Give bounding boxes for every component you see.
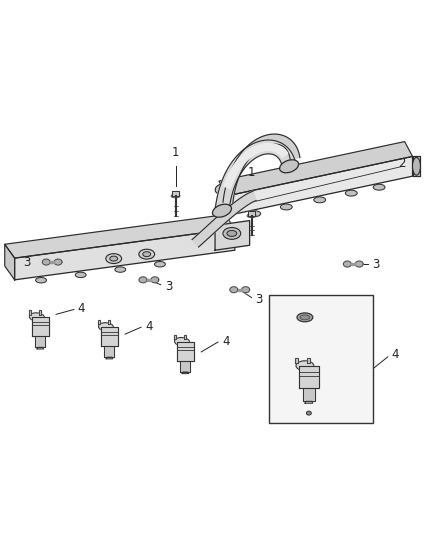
Polygon shape	[413, 156, 420, 176]
Polygon shape	[223, 134, 300, 204]
Polygon shape	[5, 215, 235, 258]
Polygon shape	[227, 156, 413, 216]
Polygon shape	[180, 361, 191, 372]
Ellipse shape	[174, 337, 190, 346]
Polygon shape	[248, 211, 255, 216]
Polygon shape	[238, 289, 242, 290]
Polygon shape	[35, 336, 45, 348]
Polygon shape	[182, 372, 189, 374]
Polygon shape	[108, 320, 110, 325]
Ellipse shape	[345, 190, 357, 196]
Polygon shape	[305, 401, 313, 403]
Polygon shape	[172, 191, 179, 196]
Ellipse shape	[296, 361, 314, 370]
Polygon shape	[32, 317, 49, 336]
Ellipse shape	[215, 184, 229, 194]
Polygon shape	[224, 143, 288, 189]
Ellipse shape	[35, 278, 46, 283]
Ellipse shape	[300, 315, 310, 320]
Text: 3: 3	[165, 280, 172, 293]
Ellipse shape	[249, 211, 261, 216]
Ellipse shape	[99, 322, 113, 331]
Polygon shape	[42, 259, 50, 265]
Bar	[269, 295, 373, 423]
Ellipse shape	[29, 313, 45, 321]
Polygon shape	[351, 263, 355, 265]
Polygon shape	[343, 261, 351, 267]
Ellipse shape	[212, 204, 231, 217]
Ellipse shape	[223, 228, 241, 239]
Ellipse shape	[155, 262, 166, 267]
Polygon shape	[177, 342, 194, 361]
Polygon shape	[28, 310, 31, 314]
Polygon shape	[355, 261, 363, 267]
Polygon shape	[147, 279, 151, 281]
Polygon shape	[151, 277, 159, 283]
Polygon shape	[104, 346, 114, 357]
Text: 4: 4	[78, 302, 85, 315]
Polygon shape	[307, 358, 310, 363]
Ellipse shape	[373, 184, 385, 190]
Ellipse shape	[247, 214, 256, 217]
Polygon shape	[192, 191, 256, 247]
Polygon shape	[215, 221, 250, 250]
Ellipse shape	[279, 160, 299, 173]
Ellipse shape	[413, 157, 420, 175]
Polygon shape	[303, 389, 315, 401]
Ellipse shape	[227, 230, 237, 237]
Polygon shape	[37, 348, 44, 349]
Ellipse shape	[143, 252, 151, 256]
Polygon shape	[295, 358, 298, 363]
Text: 3: 3	[372, 257, 379, 271]
Text: 4: 4	[392, 349, 399, 361]
Text: 4: 4	[222, 335, 230, 348]
Ellipse shape	[106, 254, 122, 263]
Ellipse shape	[75, 272, 86, 278]
Polygon shape	[101, 327, 118, 346]
Polygon shape	[219, 142, 413, 196]
Polygon shape	[242, 287, 250, 293]
Ellipse shape	[139, 249, 155, 259]
Polygon shape	[98, 320, 100, 325]
Text: 1: 1	[172, 147, 179, 159]
Text: 2: 2	[398, 157, 405, 170]
Polygon shape	[299, 366, 319, 389]
Polygon shape	[215, 140, 296, 212]
Polygon shape	[230, 287, 238, 293]
Text: 3: 3	[23, 255, 30, 269]
Text: 4: 4	[145, 320, 152, 333]
Ellipse shape	[306, 411, 311, 415]
Polygon shape	[106, 357, 113, 359]
Polygon shape	[184, 335, 186, 339]
Ellipse shape	[314, 197, 325, 203]
Text: 3: 3	[255, 293, 263, 306]
Text: 1: 1	[248, 166, 255, 179]
Polygon shape	[5, 244, 14, 280]
Ellipse shape	[115, 267, 126, 272]
Polygon shape	[174, 335, 176, 339]
Ellipse shape	[171, 194, 180, 198]
Polygon shape	[50, 261, 54, 263]
Polygon shape	[54, 259, 62, 265]
Ellipse shape	[110, 256, 118, 261]
Ellipse shape	[297, 313, 313, 322]
Polygon shape	[39, 310, 41, 314]
Polygon shape	[139, 277, 147, 283]
Text: 5: 5	[274, 311, 281, 324]
Polygon shape	[14, 229, 235, 280]
Ellipse shape	[280, 204, 292, 210]
